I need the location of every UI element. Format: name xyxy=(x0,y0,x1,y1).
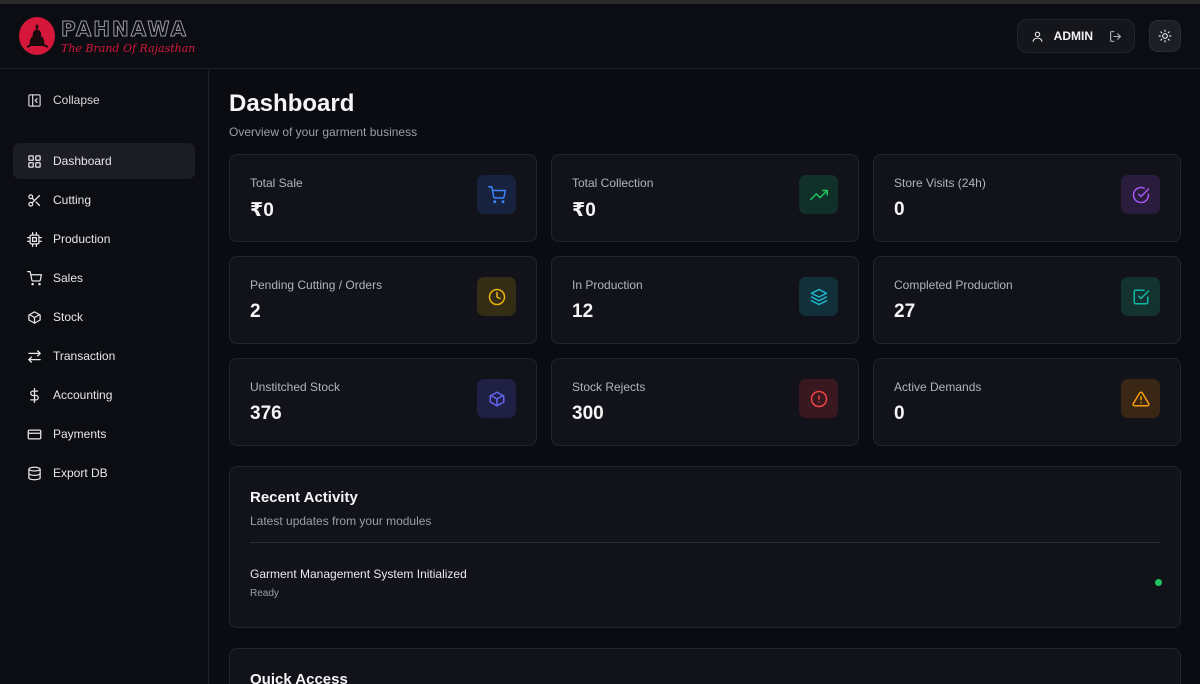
stats-grid: Total Sale ₹0 Total Collection ₹0 Store … xyxy=(229,154,1181,446)
user-name: ADMIN xyxy=(1053,29,1093,43)
sidebar-item-export-db[interactable]: Export DB xyxy=(13,455,195,491)
stat-card-total-sale[interactable]: Total Sale ₹0 xyxy=(229,154,537,242)
sidebar-item-label: Payments xyxy=(53,427,107,441)
recent-activity-subtitle: Latest updates from your modules xyxy=(250,514,432,528)
stat-value: 376 xyxy=(250,403,282,424)
box-icon xyxy=(477,379,516,418)
check-circle-icon xyxy=(1121,175,1160,214)
page-subtitle: Overview of your garment business xyxy=(229,125,418,139)
stat-card-unstitched-stock[interactable]: Unstitched Stock 376 xyxy=(229,358,537,446)
stat-label: Stock Rejects xyxy=(572,380,646,394)
cpu-icon xyxy=(26,231,42,247)
sidebar-item-label: Dashboard xyxy=(53,154,112,168)
stat-value: 0 xyxy=(894,403,905,424)
cart-icon xyxy=(26,270,42,286)
sidebar-item-accounting[interactable]: Accounting xyxy=(13,377,195,413)
sidebar-item-transaction[interactable]: Transaction xyxy=(13,338,195,374)
user-icon xyxy=(1030,28,1046,44)
sidebar-item-stock[interactable]: Stock xyxy=(13,299,195,335)
activity-title: Garment Management System Initialized xyxy=(250,567,467,581)
recent-activity-panel: Recent Activity Latest updates from your… xyxy=(229,466,1181,628)
top-header: PAHNAWA The Brand Of Rajasthan ADMIN xyxy=(0,4,1200,69)
stat-card-store-visits[interactable]: Store Visits (24h) 0 xyxy=(873,154,1181,242)
stat-label: Store Visits (24h) xyxy=(894,176,986,190)
sidebar-item-label: Production xyxy=(53,232,111,246)
layers-icon xyxy=(799,277,838,316)
activity-item[interactable]: Garment Management System Initialized Re… xyxy=(250,567,1162,599)
sidebar-item-label: Cutting xyxy=(53,193,92,207)
sidebar-item-production[interactable]: Production xyxy=(13,221,195,257)
stat-card-pending-cutting[interactable]: Pending Cutting / Orders 2 xyxy=(229,256,537,344)
stat-card-in-production[interactable]: In Production 12 xyxy=(551,256,859,344)
sidebar-item-sales[interactable]: Sales xyxy=(13,260,195,296)
sidebar-item-payments[interactable]: Payments xyxy=(13,416,195,452)
brand-name: PAHNAWA xyxy=(60,16,188,41)
activity-status: Ready xyxy=(250,588,279,599)
stat-label: Total Sale xyxy=(250,176,303,190)
stat-label: Pending Cutting / Orders xyxy=(250,278,383,292)
collapse-panel-icon xyxy=(26,92,42,108)
stat-label: In Production xyxy=(572,278,643,292)
brand-logo[interactable]: PAHNAWA The Brand Of Rajasthan xyxy=(19,17,195,55)
stat-card-stock-rejects[interactable]: Stock Rejects 300 xyxy=(551,358,859,446)
brand-tagline: The Brand Of Rajasthan xyxy=(61,41,196,55)
trending-up-icon xyxy=(799,175,838,214)
grid-icon xyxy=(26,153,42,169)
theme-toggle-button[interactable] xyxy=(1149,20,1181,52)
sidebar-item-label: Stock xyxy=(53,310,84,324)
dollar-icon xyxy=(26,387,42,403)
logout-icon[interactable] xyxy=(1109,30,1122,43)
stat-value: ₹0 xyxy=(250,200,274,221)
box-icon xyxy=(26,309,42,325)
quick-access-panel: Quick Access xyxy=(229,648,1181,684)
stat-label: Active Demands xyxy=(894,380,982,394)
collapse-button[interactable]: Collapse xyxy=(13,82,195,118)
sun-icon xyxy=(1157,28,1173,44)
window-top-edge xyxy=(0,0,1200,4)
sidebar-nav: Dashboard Cutting Production Sales Stock xyxy=(13,143,195,491)
brand-emblem-icon xyxy=(19,17,55,55)
alert-circle-icon xyxy=(799,379,838,418)
stat-value: 12 xyxy=(572,301,594,322)
stat-value: 2 xyxy=(250,301,261,322)
stat-card-completed-production[interactable]: Completed Production 27 xyxy=(873,256,1181,344)
main-content: Dashboard Overview of your garment busin… xyxy=(229,70,1181,684)
stat-card-total-collection[interactable]: Total Collection ₹0 xyxy=(551,154,859,242)
recent-activity-title: Recent Activity xyxy=(250,489,358,506)
divider xyxy=(250,542,1160,543)
scissors-icon xyxy=(26,192,42,208)
stat-value: 300 xyxy=(572,403,604,424)
quick-access-title: Quick Access xyxy=(250,671,348,684)
sidebar-item-label: Export DB xyxy=(53,466,108,480)
swap-icon xyxy=(26,348,42,364)
page-title: Dashboard xyxy=(229,90,355,117)
warning-icon xyxy=(1121,379,1160,418)
credit-card-icon xyxy=(26,426,42,442)
sidebar-item-label: Sales xyxy=(53,271,84,285)
user-menu[interactable]: ADMIN xyxy=(1016,19,1135,53)
stat-label: Completed Production xyxy=(894,278,1013,292)
database-icon xyxy=(26,465,42,481)
sidebar: Collapse Dashboard Cutting Production Sa… xyxy=(0,70,209,684)
stat-value: 27 xyxy=(894,301,916,322)
status-dot-icon xyxy=(1155,579,1162,586)
collapse-label: Collapse xyxy=(53,93,100,107)
sidebar-item-cutting[interactable]: Cutting xyxy=(13,182,195,218)
stat-label: Total Collection xyxy=(572,176,654,190)
stat-label: Unstitched Stock xyxy=(250,380,341,394)
sidebar-item-dashboard[interactable]: Dashboard xyxy=(13,143,195,179)
stat-card-active-demands[interactable]: Active Demands 0 xyxy=(873,358,1181,446)
stat-value: ₹0 xyxy=(572,200,596,221)
sidebar-item-label: Accounting xyxy=(53,388,113,402)
sidebar-item-label: Transaction xyxy=(53,349,116,363)
check-square-icon xyxy=(1121,277,1160,316)
clock-icon xyxy=(477,277,516,316)
cart-icon xyxy=(477,175,516,214)
stat-value: 0 xyxy=(894,199,905,220)
